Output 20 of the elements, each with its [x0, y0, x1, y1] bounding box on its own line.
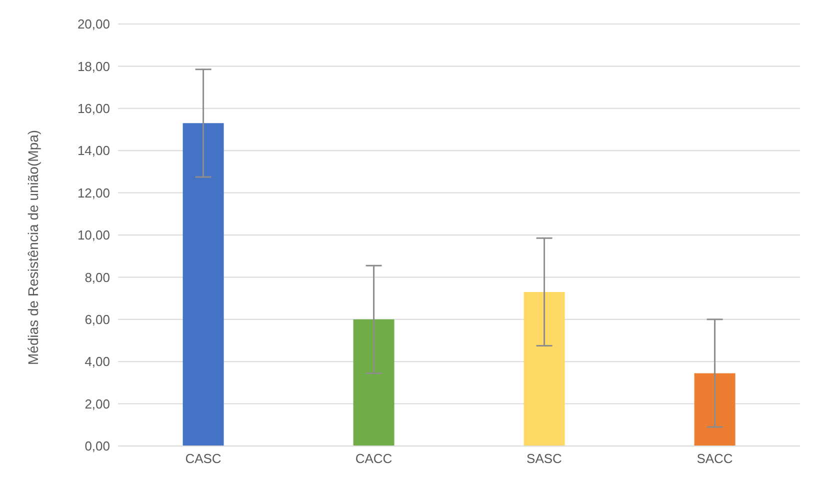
y-axis-title: Médias de Resistência de união(Mpa)	[24, 130, 41, 365]
y-tick-label: 20,00	[77, 16, 110, 32]
y-tick-label: 4,00	[84, 354, 110, 370]
bar	[182, 123, 224, 446]
bar	[353, 319, 394, 446]
y-tick-label: 18,00	[77, 58, 110, 74]
y-tick-label: 14,00	[77, 143, 110, 158]
x-tick-label: CACC	[355, 451, 392, 466]
y-tick-label: 8,00	[84, 270, 110, 285]
y-tick-label: 2,00	[84, 396, 110, 412]
y-tick-label: 0,00	[84, 438, 110, 454]
bar	[694, 373, 736, 446]
x-tick-label: CASC	[185, 451, 222, 466]
x-tick-label: SASC	[526, 451, 562, 466]
x-tick-label: SACC	[696, 451, 733, 466]
bar	[524, 292, 565, 446]
y-tick-label: 10,00	[77, 228, 110, 243]
y-tick-label: 16,00	[77, 101, 110, 116]
y-tick-label: 6,00	[84, 312, 110, 328]
y-tick-label: 12,00	[77, 185, 110, 200]
